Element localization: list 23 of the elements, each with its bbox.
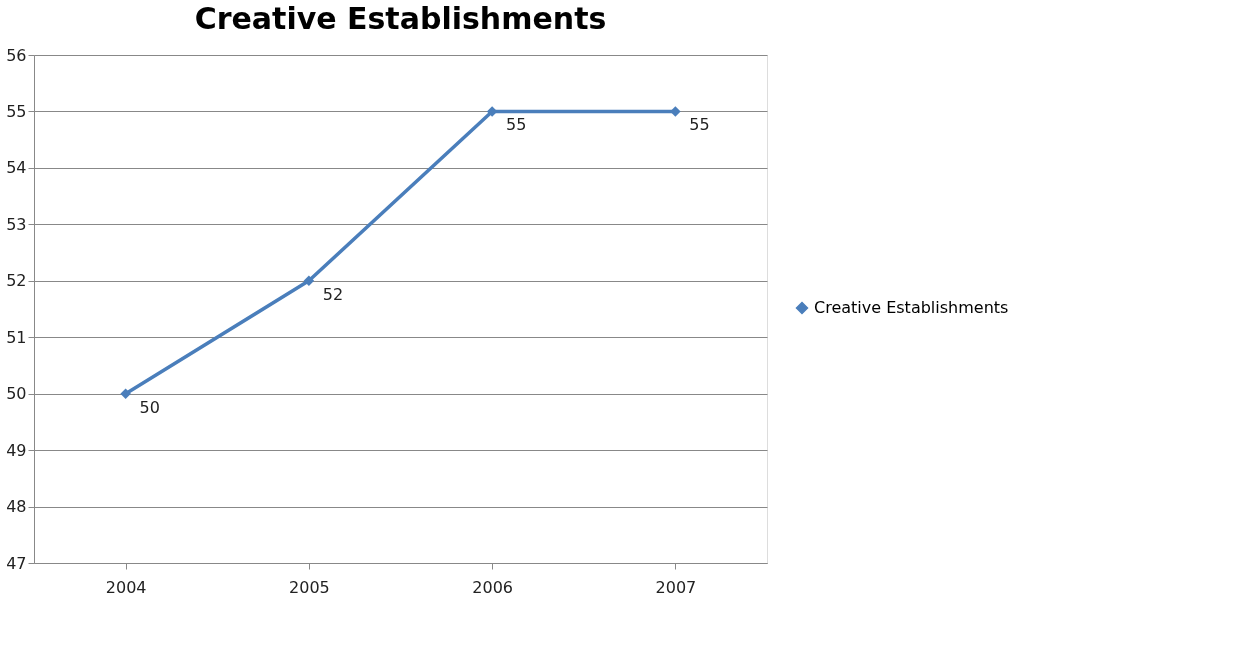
legend-label: Creative Establishments	[814, 298, 1009, 317]
x-tick-label: 2007	[655, 577, 697, 597]
data-label: 55	[689, 115, 710, 135]
point	[670, 106, 681, 117]
y-tick-label: 49	[6, 440, 27, 460]
y-tick-label: 50	[6, 384, 27, 404]
y-tick-label: 48	[6, 497, 27, 517]
point	[303, 275, 315, 287]
y-tick-label: 47	[6, 553, 27, 573]
data-label: 55	[505, 115, 527, 135]
point	[120, 388, 131, 399]
y-tick-label: 55	[6, 101, 27, 121]
y-tick-label: 53	[6, 214, 27, 234]
x-tick-label: 2004	[105, 577, 147, 597]
data-label: 52	[322, 284, 344, 304]
x-tick-label: 2006	[472, 577, 513, 597]
data-label: 50	[139, 397, 160, 417]
x-tick-label: 2005	[289, 577, 330, 597]
y-tick-label: 54	[6, 158, 27, 178]
y-tick-label: 51	[6, 327, 27, 347]
y-tick-label: 56	[6, 45, 27, 65]
chart-title: Creative Establishments	[194, 1, 607, 36]
y-tick-label: 52	[6, 271, 27, 291]
